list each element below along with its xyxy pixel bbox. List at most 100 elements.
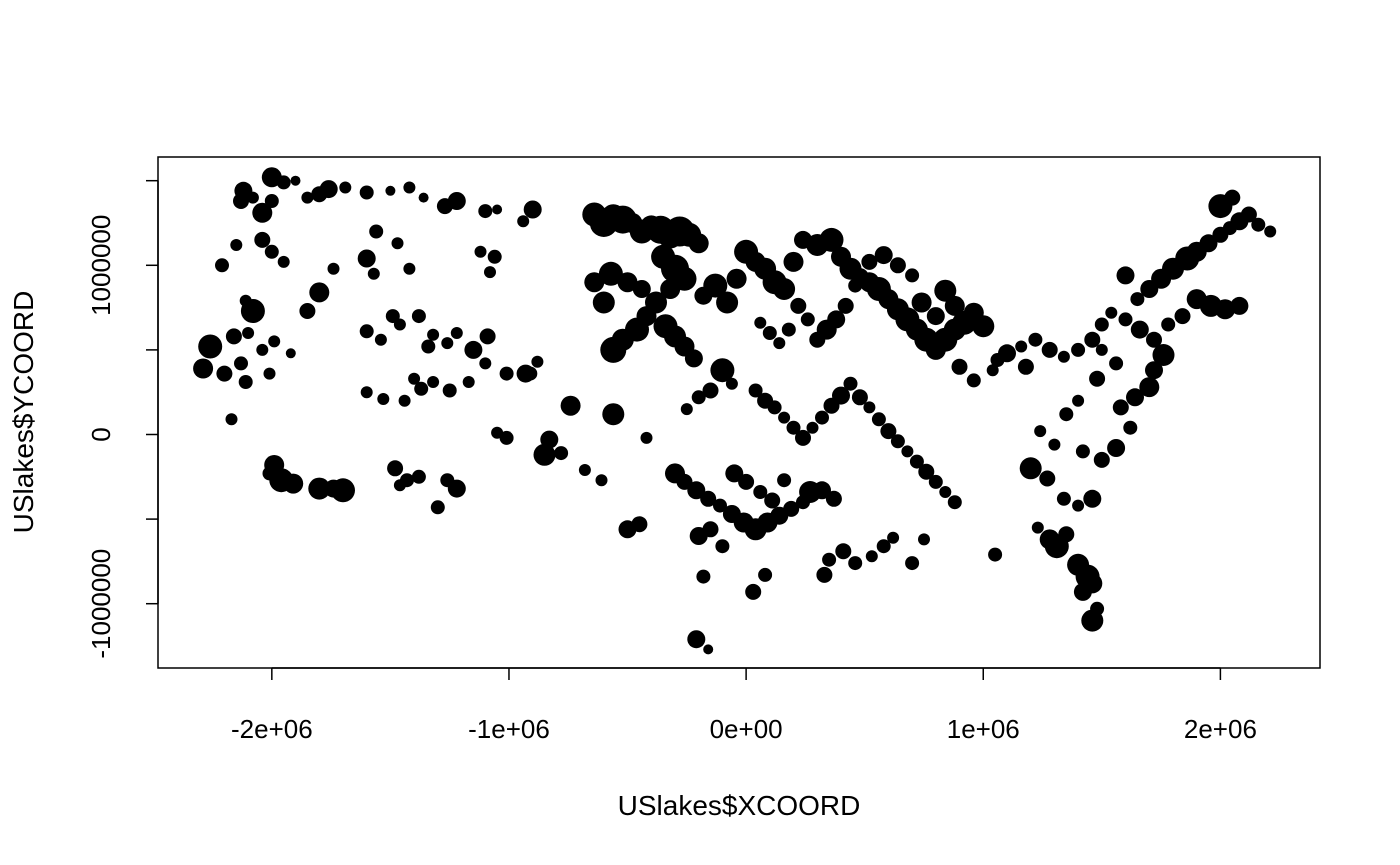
- data-point: [1039, 529, 1060, 550]
- data-point: [301, 191, 314, 204]
- data-point: [758, 567, 773, 582]
- data-point: [703, 273, 728, 298]
- data-points: [193, 167, 1277, 655]
- data-point: [966, 373, 981, 388]
- x-axis-title: USlakes$XCOORD: [618, 790, 861, 821]
- data-point: [1071, 342, 1086, 357]
- data-point: [640, 431, 653, 444]
- data-point: [660, 279, 681, 299]
- data-point: [1093, 451, 1110, 468]
- data-point: [268, 335, 281, 348]
- data-point: [1130, 320, 1149, 339]
- data-point: [715, 539, 730, 554]
- data-point: [215, 258, 229, 273]
- data-point: [367, 267, 380, 280]
- data-point: [517, 215, 530, 228]
- data-point: [242, 327, 255, 339]
- data-point: [374, 333, 387, 346]
- data-point: [464, 340, 483, 359]
- y-tick-label: -1000000: [86, 549, 116, 659]
- data-point: [901, 445, 914, 458]
- data-point: [331, 478, 355, 503]
- data-point: [484, 266, 496, 279]
- data-point: [602, 403, 625, 426]
- data-point: [479, 357, 492, 370]
- data-point: [781, 322, 796, 337]
- data-point: [198, 334, 223, 359]
- data-point: [359, 324, 374, 339]
- data-point: [786, 420, 801, 435]
- data-point: [1073, 582, 1092, 601]
- data-point: [533, 443, 556, 466]
- data-point: [687, 630, 706, 649]
- data-point: [909, 454, 924, 469]
- data-point: [767, 400, 782, 415]
- data-point: [230, 239, 243, 251]
- data-point: [832, 386, 850, 405]
- data-point: [905, 268, 920, 283]
- data-point: [1072, 499, 1085, 512]
- data-point: [487, 249, 502, 264]
- y-axis-title: USlakes$YCOORD: [8, 291, 39, 534]
- data-point: [1039, 470, 1056, 487]
- data-point: [403, 181, 416, 194]
- data-point: [874, 246, 893, 265]
- data-point: [918, 533, 930, 546]
- data-point: [1019, 457, 1042, 480]
- data-point: [1083, 489, 1102, 508]
- data-point: [815, 410, 829, 425]
- data-point: [216, 365, 233, 382]
- data-point: [233, 193, 249, 209]
- data-point: [1057, 350, 1070, 363]
- data-point: [578, 464, 591, 476]
- data-point: [584, 272, 605, 293]
- data-point: [696, 569, 711, 584]
- data-point: [745, 583, 762, 600]
- data-point: [1264, 225, 1277, 238]
- data-point: [256, 343, 269, 356]
- data-point: [918, 463, 935, 480]
- data-point: [1107, 439, 1126, 457]
- data-point: [778, 411, 791, 424]
- data-point: [1048, 438, 1061, 451]
- y-tick-label: 1000000: [86, 215, 116, 316]
- data-point: [411, 469, 426, 484]
- data-point: [800, 312, 815, 327]
- data-point: [478, 204, 493, 219]
- data-point: [276, 175, 291, 190]
- data-point: [479, 328, 496, 345]
- data-point: [238, 375, 253, 389]
- data-point: [225, 328, 242, 345]
- data-point: [753, 485, 768, 499]
- data-point: [1199, 234, 1218, 253]
- data-point: [754, 316, 767, 329]
- data-point: [726, 268, 747, 289]
- data-point: [499, 430, 514, 445]
- data-point: [863, 401, 876, 414]
- data-point: [835, 543, 852, 560]
- data-point: [225, 413, 238, 426]
- data-point: [865, 550, 878, 563]
- x-tick-label: 1e+06: [947, 714, 1020, 744]
- data-point: [421, 339, 436, 354]
- data-point: [848, 278, 863, 293]
- data-point: [934, 279, 957, 302]
- data-point: [764, 492, 781, 509]
- data-point: [947, 495, 962, 510]
- data-point: [319, 180, 338, 199]
- data-point: [1161, 317, 1176, 332]
- x-tick-label: 0e+00: [710, 714, 783, 744]
- y-tick-label: 0: [86, 427, 116, 441]
- data-point: [680, 403, 693, 416]
- data-point: [595, 474, 608, 487]
- data-point: [725, 464, 744, 483]
- data-point: [442, 383, 457, 398]
- data-point: [1058, 526, 1075, 543]
- data-point: [748, 383, 763, 398]
- data-point: [710, 358, 735, 383]
- data-point: [809, 331, 826, 348]
- data-point: [819, 227, 844, 252]
- data-point: [762, 326, 777, 340]
- data-point: [1075, 444, 1090, 459]
- data-point: [1145, 361, 1163, 380]
